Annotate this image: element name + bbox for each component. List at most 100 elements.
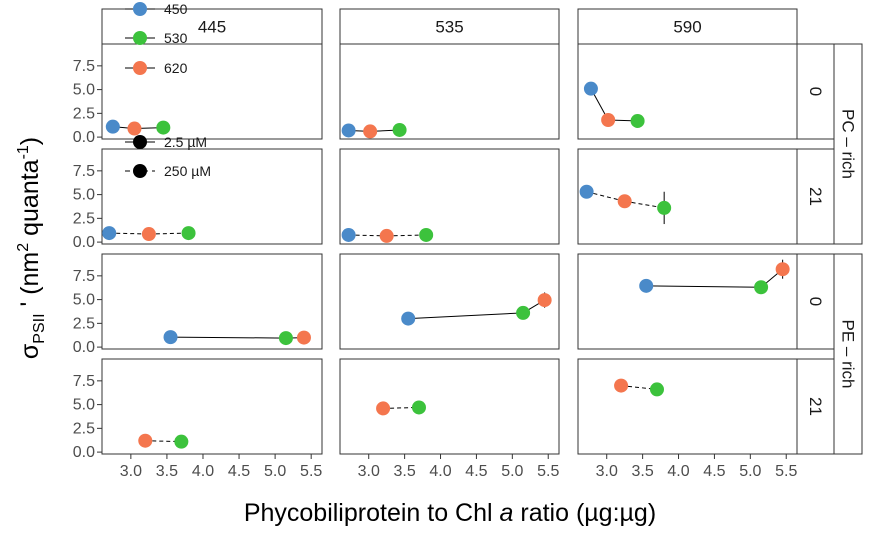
data-point-p3-0-450 (102, 226, 117, 241)
row-strip-2 (796, 253, 835, 350)
series-line-p6-0 (170, 336, 286, 339)
data-point-p4-0-450 (341, 227, 356, 242)
group-strip-label-0: PC – rich (839, 109, 858, 179)
data-point-p11-0-530 (649, 382, 664, 397)
col-strip-label-0: 445 (198, 18, 226, 37)
y-tick-label-r1-0: 0.0 (73, 234, 95, 251)
data-point-p8-0-450 (639, 278, 654, 293)
x-tick-label-c1-1: 3.5 (393, 463, 415, 480)
data-point-p7-0-450 (401, 311, 416, 326)
data-point-p7-2-620 (537, 293, 552, 308)
y-tick-label-r1-2: 5.0 (73, 187, 95, 204)
y-tick-label-r0-0: 0.0 (73, 129, 95, 146)
row-strip-label-3: 21 (806, 397, 825, 416)
data-point-p0-0-450 (105, 119, 120, 134)
x-tick-label-c0-2: 4.0 (192, 463, 214, 480)
series-line-p8-0 (646, 285, 762, 288)
data-point-p2-2-620 (601, 113, 616, 127)
panel-r2-c1 (339, 253, 560, 350)
legend-key-450 (133, 2, 147, 16)
col-strip-label-2: 590 (673, 18, 701, 37)
x-tick-label-c0-3: 4.5 (228, 463, 250, 480)
group-strip-label-1: PE – rich (839, 320, 858, 389)
x-tick-label-c1-5: 5.5 (537, 463, 559, 480)
legend-label-620: 620 (164, 60, 188, 76)
panel-r3-c2 (577, 358, 798, 455)
row-strip-label-2: 0 (806, 297, 825, 306)
data-point-p1-2-620 (363, 124, 378, 139)
data-point-p1-1-530 (392, 122, 407, 137)
row-strip-0 (796, 43, 835, 140)
row-strip-1 (796, 148, 835, 245)
data-point-p5-0-450 (579, 184, 594, 199)
x-tick-label-c1-2: 4.0 (429, 463, 451, 480)
data-point-p0-2-620 (127, 121, 142, 136)
x-tick-label-c2-2: 4.0 (667, 463, 689, 480)
x-tick-label-c0-4: 5.0 (264, 463, 286, 480)
legend-linetype-label-0: 2.5 µM (164, 134, 207, 150)
y-tick-label-r3-2: 5.0 (73, 397, 95, 414)
data-point-p7-1-530 (516, 305, 531, 320)
group-strip-1 (833, 253, 863, 455)
data-point-p1-0-450 (341, 123, 356, 138)
data-point-p6-0-450 (163, 330, 178, 345)
col-strip-1 (339, 8, 560, 45)
data-point-p6-2-620 (296, 330, 311, 345)
y-tick-label-r2-2: 5.0 (73, 292, 95, 309)
row-strip-3 (796, 358, 835, 455)
legend-key-620 (133, 61, 147, 75)
legend-linetype-label-1: 250 µM (164, 163, 211, 179)
data-point-p10-1-620 (376, 401, 391, 416)
legend-key-530 (133, 31, 147, 45)
x-axis-title: Phycobiliprotein to Chl a ratio (µg:µg) (244, 499, 656, 527)
panel-r3-c1 (339, 358, 560, 455)
data-point-p0-1-530 (156, 120, 171, 135)
data-point-p5-2-620 (617, 194, 632, 209)
panel-r1-c0 (101, 148, 323, 245)
data-point-p9-0-530 (174, 434, 189, 449)
x-tick-label-c2-1: 3.5 (631, 463, 653, 480)
y-tick-label-r0-1: 2.5 (73, 105, 95, 122)
col-strip-2 (577, 8, 798, 45)
y-tick-label-r2-0: 0.0 (73, 339, 95, 356)
y-tick-label-r0-3: 7.5 (73, 58, 95, 75)
series-line-p7-0 (408, 312, 524, 320)
data-point-p2-1-530 (630, 113, 645, 128)
y-tick-label-r2-3: 7.5 (73, 268, 95, 285)
y-tick-label-r3-0: 0.0 (73, 444, 95, 461)
data-point-p11-1-620 (614, 378, 629, 393)
data-point-p4-2-620 (379, 228, 394, 243)
legend-label-530: 530 (164, 30, 188, 46)
data-point-p6-1-530 (278, 331, 293, 346)
x-tick-label-c1-4: 5.0 (501, 463, 523, 480)
data-point-p3-1-530 (181, 226, 196, 241)
group-strip-0 (833, 43, 863, 245)
x-tick-label-c2-3: 4.5 (703, 463, 725, 480)
y-tick-label-r3-3: 7.5 (73, 373, 95, 390)
data-point-p9-1-620 (138, 433, 153, 448)
y-tick-label-r0-2: 5.0 (73, 82, 95, 99)
x-tick-label-c0-1: 3.5 (156, 463, 178, 480)
x-tick-label-c2-4: 5.0 (739, 463, 761, 480)
data-point-p5-1-530 (657, 200, 672, 215)
row-strip-label-0: 0 (806, 87, 825, 96)
legend-label-450: 450 (164, 1, 188, 17)
y-tick-label-r1-3: 7.5 (73, 163, 95, 180)
data-point-p3-2-620 (141, 227, 156, 242)
data-point-p8-1-530 (754, 280, 769, 295)
row-strip-label-1: 21 (806, 187, 825, 206)
y-tick-label-r2-1: 2.5 (73, 315, 95, 332)
col-strip-label-1: 535 (435, 18, 463, 37)
x-tick-label-c2-0: 3.0 (596, 463, 618, 480)
panel-r2-c2 (577, 253, 798, 350)
data-point-p10-0-530 (411, 400, 426, 415)
panel-r3-c0 (101, 358, 323, 455)
x-tick-label-c0-0: 3.0 (120, 463, 142, 480)
x-tick-label-c0-5: 5.5 (300, 463, 322, 480)
legend-linetype-key-1 (133, 164, 147, 178)
y-tick-label-r3-1: 2.5 (73, 420, 95, 437)
y-tick-label-r1-1: 2.5 (73, 210, 95, 227)
panel-r1-c2 (577, 148, 798, 245)
panel-r0-c2 (577, 43, 798, 140)
